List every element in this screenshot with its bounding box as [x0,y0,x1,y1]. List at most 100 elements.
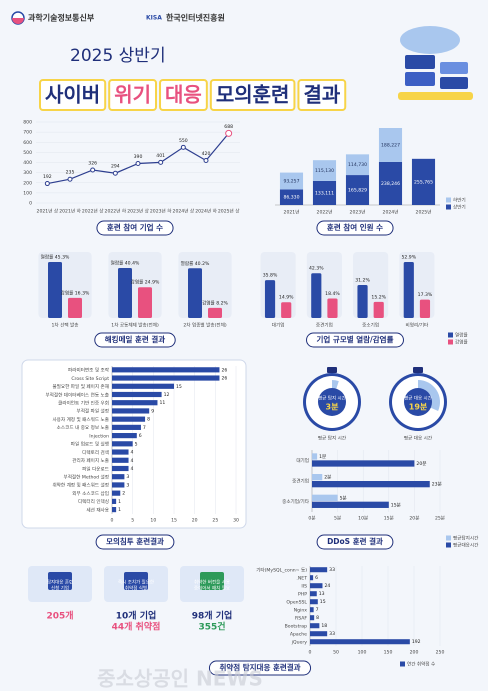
x-tick-label: 15분 [384,516,394,522]
bar-segment [378,128,403,162]
y-tick-label: Apache [290,632,307,638]
y-tick-label: 부적절 파일 설정 [76,408,109,415]
highlight-icon [124,572,148,590]
highlight-figure: 355건 [198,621,225,633]
chart-title: 해킹메일 훈련 결과 [94,332,176,348]
data-label: 31.2% [355,277,370,283]
title-word-box [209,79,296,111]
title-word-text: 사이버 [45,83,100,107]
bar [310,591,317,597]
data-label: 550 [179,138,188,144]
data-point [225,129,233,137]
gauge-value: 19분 [409,403,428,412]
data-label: 86,330 [283,195,299,201]
y-tick-label: jQuery [291,640,308,646]
title-word-box [297,79,347,111]
data-label: 133,111 [315,190,334,196]
data-label: 238,246 [381,181,400,187]
bar [403,262,414,318]
data-label: 255,765 [414,179,433,185]
bar [112,507,117,513]
chart-title-box [316,534,394,550]
data-label: 13 [319,591,325,597]
legend-swatch [448,332,453,338]
highlight-text: 취약한 버전을 사용 [194,579,230,586]
legend-swatch [446,535,451,541]
bar [312,460,415,467]
bar-segment [279,172,304,190]
bar [112,482,125,488]
title-word-text: 결과 [303,83,340,107]
x-tick-label: 2022년 상 [82,208,104,215]
legend-label: 하반기 [453,197,466,204]
x-tick-label: 5분 [334,516,341,522]
bar-segment [345,175,370,205]
bar [48,262,62,318]
data-label: 26 [221,367,227,373]
y-tick-label: 기타(MySQL_conn~ 등) [256,567,307,574]
y-tick-label: Injection [89,433,109,439]
data-point [180,144,186,150]
bar-segment [312,160,337,181]
chart-title-text: 모의침투 훈련결과 [106,536,164,546]
bar [310,639,410,645]
bar [281,302,292,318]
subtitle: 2025 상반기 [70,46,166,66]
bar [312,494,338,501]
y-tick-label: OpenSSL [286,600,307,606]
bar [312,474,323,481]
chart-title-text: 취약점 탐지대응 훈련결과 [219,662,300,672]
x-tick-label: 200 [410,650,419,656]
chart-title-box [95,534,175,550]
agency-mark: KISA [146,15,162,22]
data-label: 감염률 8.2% [202,299,228,306]
x-tick-label: 150 [384,650,393,656]
highlight-figure: 44개 취약점 [112,621,161,633]
x-tick-label: 2021년 상 [37,208,59,215]
chart-title: DDoS 훈련 결과 [316,534,394,550]
x-tick-label: 0분 [308,516,315,522]
y-tick-label: 600 [23,140,32,146]
y-tick-label: 400 [23,160,32,166]
data-label: 390 [134,154,143,160]
data-label: 감염률 24.9% [131,279,160,286]
data-label: 33 [329,567,335,573]
data-label: 2 [122,491,125,497]
chart-title: 모의침투 훈련결과 [95,534,175,550]
x-tick-label: 15 [171,518,177,524]
bar [112,441,133,447]
gauge-center [318,388,346,416]
x-tick-label: 1차 공동체제 발송(전체) [111,322,159,329]
highlight-icon [200,572,224,590]
x-tick-label: 2024년 하 [195,208,217,215]
y-tick-label: 파일 다운로드 [82,465,109,472]
y-tick-label: 관리자 페이지 노출 [72,457,109,464]
data-label: 115,130 [315,168,334,174]
x-tick-label: 250 [436,650,445,656]
data-label: 7 [316,607,319,613]
data-label: 192 [43,174,52,180]
title-word: 결과 [297,79,347,111]
data-label: 17.3% [418,292,433,298]
data-label: 15분 [391,502,401,508]
data-label: 192 [412,639,421,645]
data-label: 114,730 [348,162,367,168]
data-label: 3 [126,474,129,480]
highlight-text: 즉시 조치가 필요한 [118,579,154,586]
y-tick-label: 디렉터리 인덱싱 [78,498,109,505]
data-label: 감염률 16.3% [61,289,90,296]
bar [112,449,129,455]
data-label: 20분 [416,461,426,467]
gauge-label: 평균 탐지 시간 [318,435,347,442]
y-tick-label: PHP [298,592,307,598]
chart-title-box [96,220,174,236]
gauge-center [404,388,432,416]
x-tick-label: 10분 [358,516,368,522]
x-tick-label: 5 [131,518,134,524]
data-label: 5 [135,441,138,447]
bar [310,567,328,573]
data-label: 2분 [324,475,331,481]
chart-title-box [94,332,176,348]
y-tick-label: 사용자 계정 및 패스워드 노출 [52,416,109,423]
bar [310,583,323,589]
